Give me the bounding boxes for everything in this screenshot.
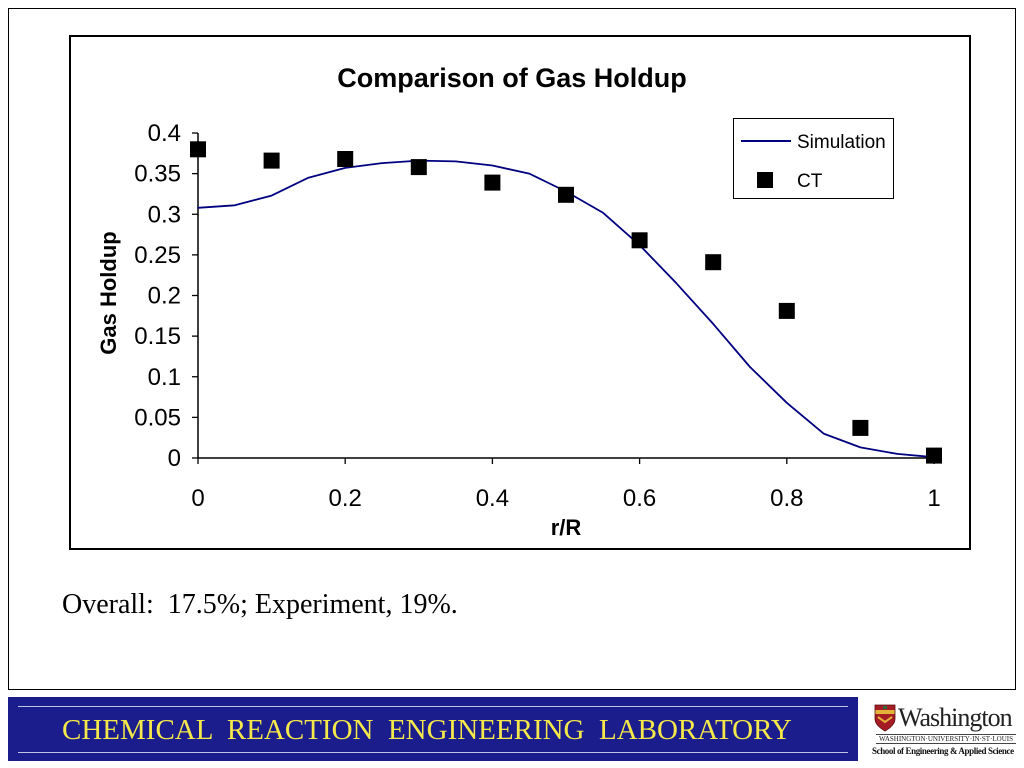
data-point-ct [410, 159, 427, 176]
y-tick-label: 0.25 [134, 242, 181, 269]
legend-label-ct: CT [797, 171, 823, 192]
banner-rule-bottom [18, 752, 848, 753]
y-tick-label: 0.35 [134, 161, 181, 188]
y-tick-label: 0.2 [148, 283, 181, 310]
footer-banner: CHEMICAL REACTION ENGINEERING LABORATORY [8, 697, 858, 761]
legend-label-simulation: Simulation [797, 132, 886, 153]
data-point-ct [484, 174, 501, 191]
x-tick-label: 0 [191, 485, 204, 512]
logo-wordmark: Washington [898, 703, 1013, 732]
x-tick-label: 0.4 [476, 485, 509, 512]
slide-frame [8, 8, 1016, 690]
y-tick-label: 0.15 [134, 323, 181, 350]
data-point-ct [337, 151, 354, 167]
legend-marker-ct [757, 172, 773, 188]
data-point-ct [263, 152, 280, 169]
summary-text: Overall: 17.5%; Experiment, 19%. [62, 589, 458, 620]
x-tick-label: 0.8 [770, 485, 803, 512]
chart-legend: Simulation CT [733, 118, 894, 199]
x-axis-title: r/R [551, 515, 582, 540]
university-shield-icon [874, 704, 896, 732]
data-point-ct [852, 419, 869, 436]
y-tick-label: 0.1 [148, 364, 181, 391]
y-tick-label: 0.4 [148, 120, 181, 147]
y-tick-label: 0 [168, 445, 181, 472]
y-tick-label: 0.05 [134, 404, 181, 431]
chart-title: Comparison of Gas Holdup [337, 63, 687, 93]
data-point-ct [778, 302, 795, 319]
data-point-ct [705, 254, 722, 271]
data-point-ct [926, 447, 942, 464]
banner-rule-top [18, 706, 848, 707]
data-point-ct [558, 186, 574, 203]
x-tick-label: 1 [927, 485, 940, 512]
logo-school-name: School of Engineering & Applied Science [872, 746, 1014, 756]
data-point-ct [190, 141, 206, 158]
chart-axes: 0 0.05 0.1 0.15 0.2 0.25 0.3 0.35 0.4 0 0.2 0.4 0.6 0… [134, 120, 940, 512]
gas-holdup-chart: Comparison of Gas Holdup 0 0.05 0.1 0.15 0.2… [69, 35, 971, 550]
data-point-ct [631, 232, 648, 249]
x-tick-label: 0.2 [329, 485, 362, 512]
chart-series [190, 141, 942, 464]
x-tick-label: 0.6 [623, 485, 656, 512]
banner-title: CHEMICAL REACTION ENGINEERING LABORATORY [62, 714, 792, 746]
y-axis-title: Gas Holdup [96, 231, 121, 354]
logo-university-name: WASHINGTON·UNIVERSITY·IN·ST·LOUIS [876, 734, 1016, 744]
y-tick-label: 0.3 [148, 201, 181, 228]
chart-box [69, 35, 971, 550]
